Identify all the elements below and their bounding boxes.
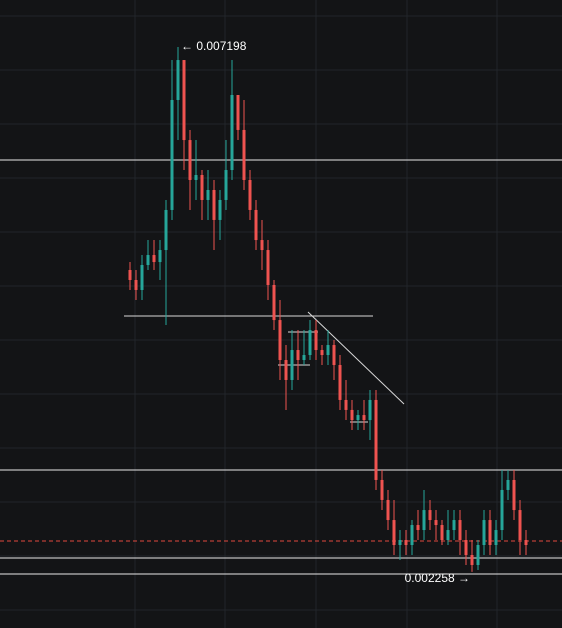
candle-body [272,284,276,321]
candle-body [278,320,282,361]
candle-body [368,399,372,421]
candle-body [332,345,336,366]
candle-body [158,250,162,263]
candle-body [434,520,438,526]
candle-body [488,520,492,546]
candle-body [374,399,378,480]
candle-body [176,60,180,100]
candle-body [320,350,324,356]
candle-body [218,199,222,220]
candle-body [416,525,420,531]
candle-body [134,279,138,290]
candle-body [140,265,144,290]
candle-body [242,129,246,181]
candle-body [476,545,480,565]
candle-body [524,540,528,546]
candle-body [224,170,228,200]
candle-body [326,345,330,356]
candle-body [392,520,396,546]
candle-body [482,520,486,546]
candle-body [314,330,318,351]
drawings [124,311,405,423]
candle-body [290,350,294,380]
candle-body [470,554,474,565]
candle-body [236,94,240,130]
candle-body [344,399,348,410]
candle-body [380,479,384,500]
candle-body [428,510,432,521]
candle-body [404,540,408,546]
candle-body [308,330,312,356]
candle-body [422,510,426,531]
candle-body [500,489,504,531]
candle-body [494,530,498,546]
trend-line [307,311,405,405]
candle-body [356,415,360,421]
candle-body [452,520,456,531]
candle-body [266,250,270,285]
candle-body [128,270,132,280]
candle-body [230,94,234,171]
low-annotation: 0.002258 → [405,571,470,585]
candle-body [386,499,390,521]
candle-body [512,479,516,511]
candle-body [182,60,186,141]
candle-body [302,355,306,361]
high-annotation: ← 0.007198 [181,39,247,53]
candle-body [212,189,216,220]
candle-body [398,540,402,546]
candle-body [518,510,522,541]
candle-body [464,540,468,555]
candle-body [296,350,300,361]
candle-body [146,255,150,266]
candle-body [506,479,510,490]
candle-body [350,409,354,421]
candle-body [170,99,174,210]
candle-body [248,180,252,210]
candle-body [440,525,444,541]
candle-body [254,209,258,241]
candle-body [206,189,210,200]
candle-body [338,365,342,400]
candle-body [284,360,288,380]
candle-body [260,240,264,251]
candle-body [446,530,450,541]
candle-body [164,209,168,251]
candle-body [200,175,204,200]
candle-body [362,415,366,421]
candle-body [188,140,192,181]
candle-body [458,520,462,541]
candle-body [152,255,156,263]
candle-body [194,175,198,181]
candle-body [410,525,414,546]
